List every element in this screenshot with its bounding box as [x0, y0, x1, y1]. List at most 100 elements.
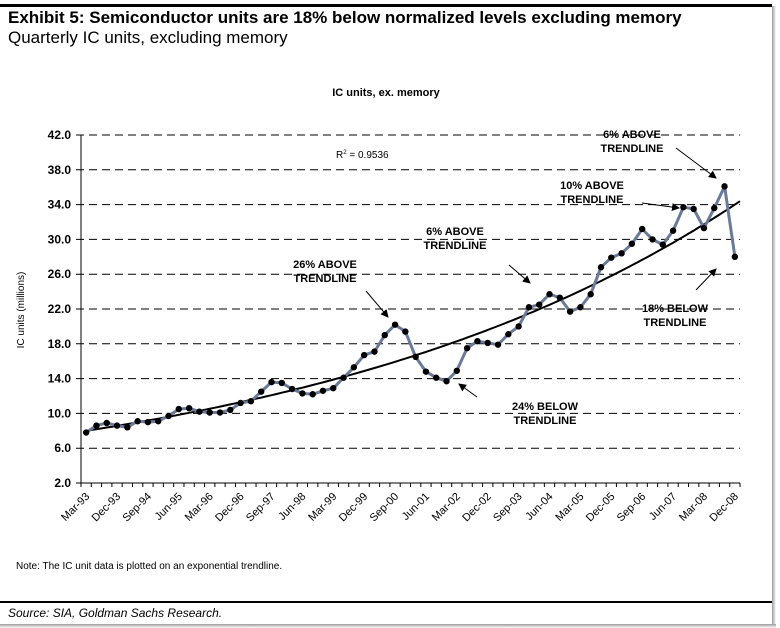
data-point [103, 419, 110, 427]
data-point [165, 412, 172, 420]
data-point [433, 374, 440, 381]
data-point [309, 391, 316, 398]
data-point [618, 250, 625, 257]
x-tick-label: Dec-96 [213, 491, 247, 525]
trendline [85, 200, 741, 432]
data-point [463, 344, 471, 352]
data-point [93, 422, 100, 429]
data-point [566, 308, 574, 315]
annotation-line2: TRENDLINE [424, 240, 487, 252]
data-point [360, 351, 368, 359]
y-tick-label: 34.0 [48, 198, 72, 212]
data-point [412, 353, 419, 361]
data-point [371, 348, 378, 355]
annotation-arrow [508, 264, 531, 284]
annotation-line1: 26% ABOVE [293, 259, 357, 271]
y-tick-label: 38.0 [48, 163, 72, 177]
annotation-arrow [695, 268, 717, 291]
x-tick-label: Mar-08 [677, 491, 710, 524]
data-point [82, 429, 90, 436]
y-tick-label: 22.0 [48, 302, 72, 316]
data-point [546, 291, 553, 298]
x-tick-label: Jun-95 [153, 491, 185, 523]
data-point [268, 378, 275, 386]
y-tick-label: 6.0 [54, 441, 71, 455]
data-point [608, 254, 615, 261]
x-tick-label: Dec-02 [460, 491, 494, 525]
data-point [587, 291, 594, 298]
data-point [515, 323, 522, 330]
annotation-line2: TRENDLINE [294, 273, 357, 285]
data-point [659, 241, 666, 248]
x-tick-label: Sep-06 [615, 491, 649, 525]
data-point [494, 341, 502, 348]
data-point [536, 301, 543, 308]
exhibit-title: Exhibit 5: Semiconductor units are 18% b… [8, 8, 682, 27]
data-point [391, 321, 399, 328]
data-point [340, 374, 347, 381]
data-point [155, 418, 162, 425]
r-squared-label: R2 = 0.9536 [336, 150, 389, 161]
data-point [525, 304, 533, 311]
data-point [299, 390, 306, 397]
data-point [227, 406, 234, 414]
right-shadow [772, 6, 776, 626]
x-tick-label: Mar-99 [306, 491, 339, 524]
x-tick-label: Mar-02 [430, 491, 463, 524]
data-point [216, 409, 224, 416]
x-tick-label: Sep-97 [244, 491, 278, 525]
y-tick-label: 26.0 [48, 267, 72, 281]
annotation-line1: 10% ABOVE [560, 180, 624, 192]
annotation-line1: 6% ABOVE [603, 129, 661, 141]
data-point [597, 264, 605, 271]
data-point [330, 384, 337, 392]
data-point [443, 378, 450, 385]
x-tick-label: Mar-93 [59, 491, 92, 524]
y-tick-label: 14.0 [48, 372, 72, 386]
x-tick-label: Dec-05 [584, 491, 618, 525]
x-tick-label: Jun-98 [276, 491, 308, 523]
data-point [505, 331, 512, 338]
y-tick-label: 30.0 [48, 232, 72, 246]
data-point [628, 240, 636, 247]
data-point [731, 253, 739, 260]
data-point [175, 405, 183, 413]
x-tick-label: Dec-99 [337, 491, 371, 525]
y-tick-label: 18.0 [48, 337, 72, 351]
data-point [402, 328, 409, 335]
data-point [134, 418, 141, 425]
data-point [350, 364, 358, 371]
x-tick-label: Sep-94 [120, 491, 154, 525]
x-tick-label: Sep-03 [491, 491, 525, 525]
x-tick-label: Jun-01 [400, 491, 432, 523]
annotation-arrow [365, 290, 389, 318]
data-point [124, 424, 131, 431]
data-point [484, 339, 491, 347]
x-tick-label: Dec-93 [90, 491, 124, 525]
data-point [711, 204, 718, 212]
data-point [381, 331, 388, 339]
data-point [237, 399, 244, 407]
annotation-arrow [675, 147, 717, 179]
x-tick-label: Dec-08 [707, 491, 741, 525]
annotation-line2: TRENDLINE [561, 194, 624, 206]
data-point [144, 418, 152, 426]
data-point [700, 224, 708, 232]
data-point [474, 337, 481, 345]
chart-note: Note: The IC unit data is plotted on an … [16, 561, 283, 572]
bottom-shadow [0, 624, 776, 628]
data-point [247, 398, 255, 405]
data-point [288, 385, 296, 393]
exhibit-subtitle: Quarterly IC units, excluding memory [8, 28, 288, 47]
data-point [257, 388, 265, 395]
annotation-line2: TRENDLINE [644, 317, 707, 329]
data-point [556, 294, 564, 301]
x-tick-label: Jun-07 [647, 491, 679, 523]
annotation-line2: TRENDLINE [514, 415, 577, 427]
data-point [185, 404, 193, 412]
top-rule [0, 4, 772, 7]
data-point [721, 183, 728, 190]
annotation-line2: TRENDLINE [601, 143, 664, 155]
annotation-line1: 24% BELOW [512, 401, 579, 413]
